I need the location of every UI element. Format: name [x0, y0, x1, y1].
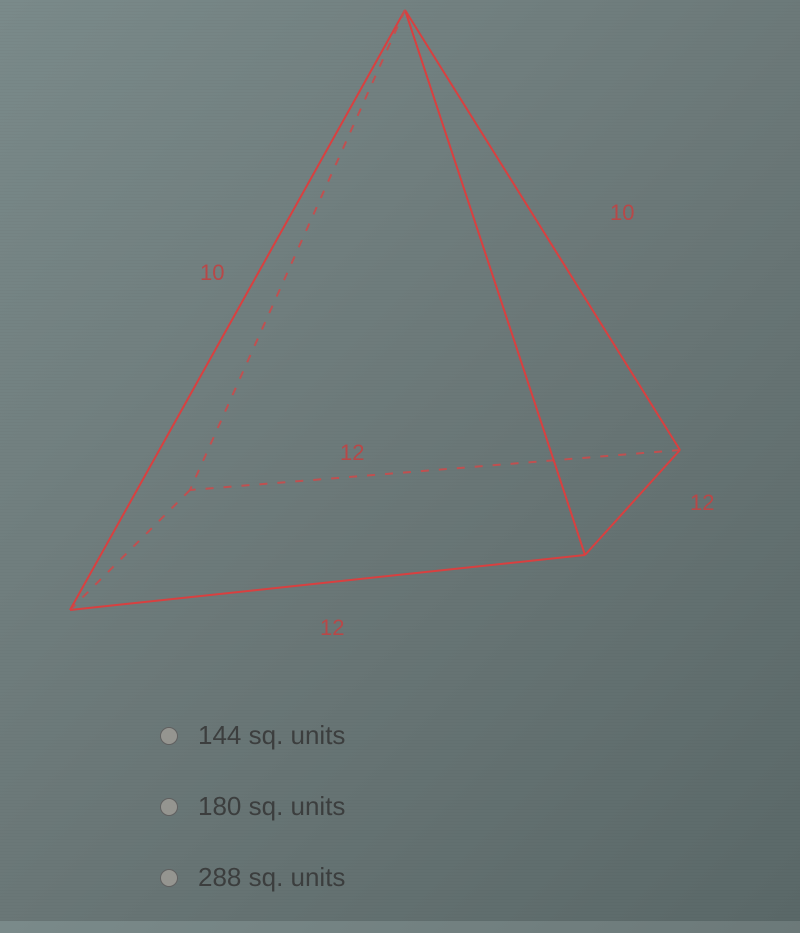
label-base-front: 12 — [320, 615, 344, 641]
label-slant-right: 10 — [610, 200, 634, 226]
answer-option-2[interactable]: 180 sq. units — [160, 791, 345, 822]
radio-icon — [160, 727, 178, 745]
answer-text: 144 sq. units — [198, 720, 345, 751]
answer-options: 144 sq. units 180 sq. units 288 sq. unit… — [160, 720, 345, 933]
label-base-right: 12 — [690, 490, 714, 516]
label-slant-left: 10 — [200, 260, 224, 286]
answer-option-1[interactable]: 144 sq. units — [160, 720, 345, 751]
answer-text: 288 sq. units — [198, 862, 345, 893]
radio-icon — [160, 869, 178, 887]
answer-text: 180 sq. units — [198, 791, 345, 822]
radio-icon — [160, 798, 178, 816]
answer-option-3[interactable]: 288 sq. units — [160, 862, 345, 893]
pyramid-svg — [0, 0, 800, 680]
pyramid-diagram: 10 10 12 12 12 — [0, 0, 800, 680]
label-base-back: 12 — [340, 440, 364, 466]
